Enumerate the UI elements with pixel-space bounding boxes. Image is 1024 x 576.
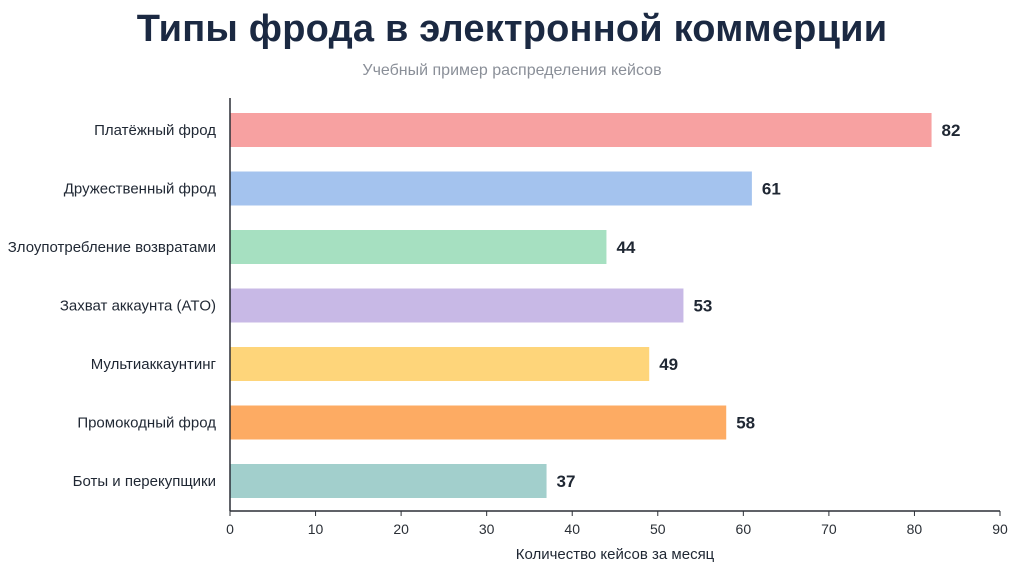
category-label: Боты и перекупщики	[73, 473, 216, 490]
x-tick-label: 0	[226, 521, 234, 537]
bar-2	[230, 171, 752, 206]
category-label: Платёжный фрод	[94, 122, 216, 139]
ticks-layer: 0 10 20 30 40 50 60 70 80 90	[226, 511, 1008, 537]
category-label: Промокодный фрод	[77, 415, 216, 432]
category-label: Мультиаккаунтинг	[91, 356, 217, 373]
bars-layer	[230, 113, 932, 498]
labels-layer: Платёжный фрод 82 Дружественный фрод 61 Злоу…	[8, 121, 961, 491]
value-label: 61	[762, 180, 781, 199]
bar-5	[230, 347, 650, 381]
value-label: 82	[942, 121, 961, 140]
bar-3	[230, 230, 607, 264]
x-tick-label: 10	[308, 521, 324, 537]
x-tick-label: 70	[821, 521, 837, 537]
value-label: 53	[693, 297, 712, 316]
bar-1	[230, 113, 932, 147]
x-tick-label: 30	[479, 521, 495, 537]
x-tick-label: 90	[992, 521, 1008, 537]
x-tick-label: 40	[564, 521, 580, 537]
bar-7	[230, 464, 547, 498]
value-label: 58	[736, 414, 755, 433]
category-label: Дружественный фрод	[64, 181, 216, 198]
value-label: 49	[659, 355, 678, 374]
x-tick-label: 80	[907, 521, 923, 537]
category-label: Захват аккаунта (ATO)	[60, 298, 216, 315]
bar-4	[230, 288, 684, 323]
x-axis-title: Количество кейсов за месяц	[516, 546, 715, 563]
bar-6	[230, 405, 727, 440]
chart-title: Типы фрода в электронной коммерции	[136, 8, 888, 50]
x-tick-label: 20	[393, 521, 409, 537]
x-tick-label: 60	[736, 521, 752, 537]
x-tick-label: 50	[650, 521, 666, 537]
value-label: 37	[557, 472, 576, 491]
value-label: 44	[616, 238, 635, 257]
chart-subtitle: Учебный пример распределения кейсов	[362, 62, 662, 79]
category-label: Злоупотребление возвратами	[8, 239, 216, 256]
